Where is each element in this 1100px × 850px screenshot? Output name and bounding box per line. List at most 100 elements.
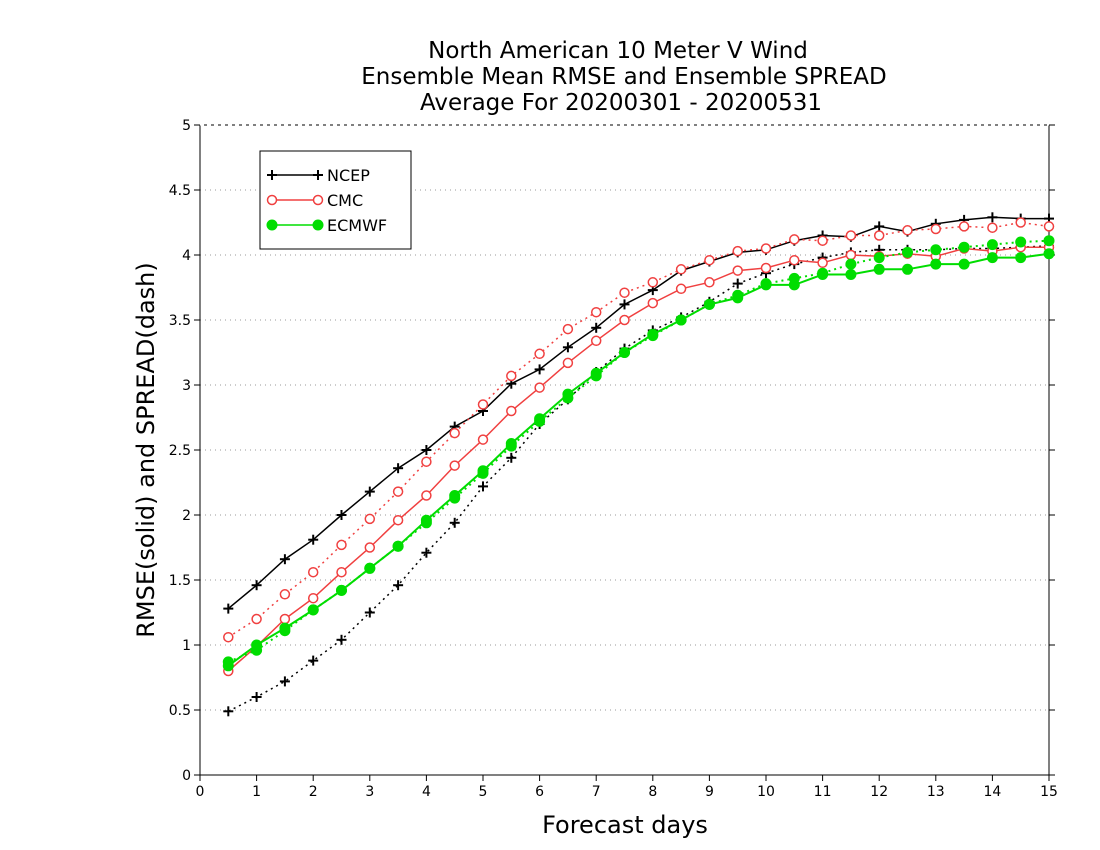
point-cmc-rmse-4 (336, 566, 347, 578)
point-ecmwf-spread-27 (986, 239, 998, 251)
point-ncep-rmse-4 (336, 510, 347, 520)
y-tick-label-8: 4 (182, 248, 191, 264)
y-tick-label-10: 5 (182, 118, 191, 134)
point-ecmwf-rmse-22 (845, 269, 857, 280)
point-ncep-spread-8 (449, 517, 460, 528)
point-ecmwf-rmse-12 (562, 388, 574, 400)
point-cmc-rmse-10 (506, 405, 517, 417)
point-ncep-spread-1 (251, 692, 262, 702)
point-cmc-spread-26 (958, 221, 970, 232)
point-ncep-spread-9 (478, 481, 488, 492)
point-ncep-rmse-14 (619, 299, 630, 310)
point-ecmwf-rmse-23 (873, 263, 885, 275)
x-tick-label-12: 12 (870, 784, 888, 800)
series-ecmwf-spread (222, 235, 1055, 668)
point-ncep-spread-10 (506, 452, 517, 463)
y-tick-label-7: 3.5 (169, 313, 191, 329)
point-cmc-spread-4 (336, 539, 347, 551)
title-line-3: Average For 20200301 - 20200531 (420, 90, 822, 116)
point-cmc-spread-7 (421, 456, 432, 467)
point-cmc-spread-1 (251, 613, 262, 625)
point-cmc-rmse-11 (534, 382, 545, 393)
point-ncep-spread-18 (732, 278, 743, 289)
x-tick-label-2: 2 (309, 784, 318, 800)
point-cmc-spread-13 (590, 306, 602, 318)
x-tick-label-15: 15 (1040, 784, 1058, 800)
point-ecmwf-rmse-10 (505, 438, 517, 449)
y-tick-label-1: 0.5 (169, 703, 191, 719)
point-ncep-rmse-7 (421, 445, 432, 455)
point-cmc-spread-5 (364, 513, 376, 525)
legend-item-ncep: NCEP (267, 166, 370, 185)
point-ecmwf-rmse-17 (703, 298, 715, 310)
point-cmc-spread-2 (279, 589, 291, 600)
legend-item-ecmwf: ECMWF (266, 216, 387, 235)
point-ecmwf-rmse-24 (902, 263, 913, 275)
legend-marker-right-cmc (312, 194, 324, 206)
point-cmc-spread-6 (392, 486, 404, 497)
series-cmc-rmse (223, 241, 1055, 677)
legend-marker-left-ecmwf (266, 219, 278, 231)
point-ncep-rmse-1 (251, 580, 262, 591)
point-cmc-rmse-8 (449, 460, 460, 471)
point-ncep-rmse-23 (874, 221, 885, 232)
point-ecmwf-rmse-8 (449, 490, 461, 501)
point-cmc-spread-0 (223, 631, 234, 643)
y-tick-label-9: 4.5 (169, 183, 191, 199)
x-tick-label-8: 8 (648, 784, 657, 800)
point-ncep-rmse-12 (562, 342, 573, 353)
point-ncep-rmse-0 (223, 603, 234, 614)
point-cmc-spread-8 (449, 427, 460, 439)
y-tick-label-3: 1.5 (169, 573, 191, 589)
x-tick-label-9: 9 (705, 784, 714, 800)
point-ecmwf-rmse-5 (364, 562, 376, 574)
legend-label-ecmwf: ECMWF (327, 216, 387, 235)
x-axis-title: Forecast days (542, 811, 708, 839)
point-ecmwf-rmse-6 (392, 540, 404, 552)
point-cmc-rmse-3 (307, 592, 319, 604)
y-tick-label-2: 1 (182, 638, 191, 654)
point-cmc-spread-25 (930, 223, 942, 235)
point-ecmwf-rmse-0 (222, 660, 234, 672)
point-ncep-rmse-6 (393, 463, 404, 474)
x-tick-label-13: 13 (927, 784, 945, 800)
axes: 00.511.522.533.544.550 1 2 3 4 5 6 7 8 9 10 11 12 13 1… (169, 118, 1058, 800)
point-ecmwf-rmse-9 (477, 465, 489, 477)
point-ecmwf-rmse-18 (732, 292, 744, 304)
x-tick-label-10: 10 (757, 784, 775, 800)
series-line-ecmwf-rmse (227, 252, 1050, 667)
x-tick-label-11: 11 (814, 784, 832, 800)
title-line-2: Ensemble Mean RMSE and Ensemble SPREAD (361, 64, 886, 90)
series-line-ncep-spread (227, 245, 1050, 712)
point-cmc-rmse-13 (590, 335, 602, 347)
series-ecmwf-rmse (222, 248, 1055, 672)
x-tick-label-3: 3 (365, 784, 374, 800)
point-ecmwf-rmse-2 (279, 622, 291, 634)
point-cmc-rmse-2 (279, 613, 291, 625)
legend: NCEP CMC ECMWF (259, 150, 412, 250)
point-ecmwf-rmse-25 (930, 258, 942, 270)
point-ncep-spread-3 (308, 655, 319, 666)
x-tick-label-7: 7 (592, 784, 601, 800)
point-ncep-spread-6 (393, 580, 404, 591)
point-cmc-rmse-22 (845, 249, 857, 261)
point-ncep-rmse-5 (364, 486, 375, 497)
point-cmc-spread-23 (873, 230, 885, 241)
point-cmc-spread-18 (732, 245, 743, 257)
point-cmc-rmse-21 (817, 257, 828, 269)
point-ncep-spread-2 (279, 676, 290, 687)
point-cmc-spread-11 (534, 348, 545, 360)
point-ecmwf-spread-28 (1015, 236, 1027, 248)
point-cmc-spread-27 (987, 222, 998, 233)
legend-marker-right-ecmwf (312, 219, 324, 231)
point-ecmwf-rmse-13 (590, 367, 602, 379)
point-ncep-spread-7 (421, 547, 432, 558)
point-ecmwf-rmse-11 (534, 413, 546, 425)
point-ncep-spread-0 (223, 706, 234, 717)
point-ncep-rmse-2 (279, 554, 290, 565)
y-tick-label-0: 0 (182, 768, 191, 784)
point-ncep-rmse-3 (308, 534, 319, 545)
point-cmc-rmse-14 (619, 314, 630, 326)
point-cmc-rmse-15 (647, 297, 659, 309)
